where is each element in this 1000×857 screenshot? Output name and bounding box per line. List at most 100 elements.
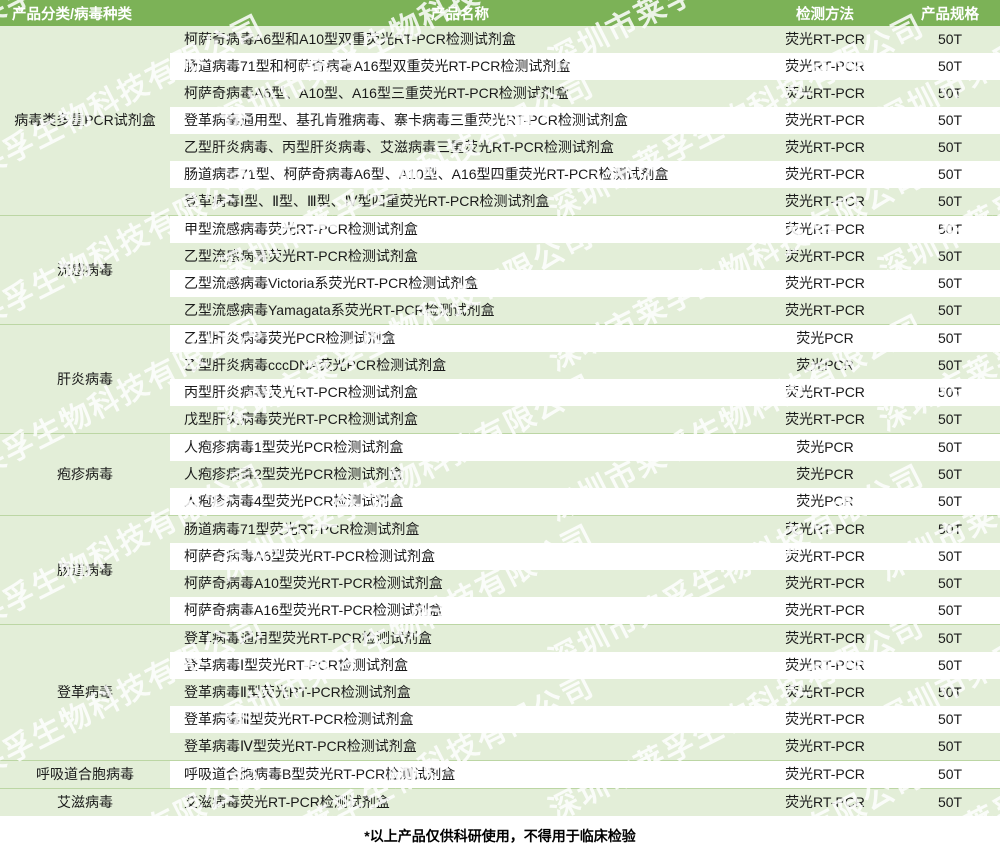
table-row: 乙型流感病毒Yamagata系荧光RT-PCR检测试剂盒 荧光RT-PCR 50T <box>0 297 1000 325</box>
table-row: 乙型肝炎病毒cccDNA荧光PCR检测试剂盒 荧光PCR 50T <box>0 352 1000 379</box>
product-name-cell: 人疱疹病毒2型荧光PCR检测试剂盒 <box>170 461 750 488</box>
product-name-cell: 乙型肝炎病毒荧光PCR检测试剂盒 <box>170 324 750 352</box>
specification-cell: 50T <box>900 352 1000 379</box>
table-row: 登革病毒Ⅲ型荧光RT-PCR检测试剂盒 荧光RT-PCR 50T <box>0 706 1000 733</box>
table-row: 病毒类多重PCR试剂盒 柯萨奇病毒A6型和A10型双重荧光RT-PCR检测试剂盒荧… <box>0 26 1000 216</box>
product-name-cell: 柯萨奇病毒A10型荧光RT-PCR检测试剂盒 <box>170 570 750 597</box>
product-name-cell: 登革病毒Ⅰ型、Ⅱ型、Ⅲ型、Ⅳ型四重荧光RT-PCR检测试剂盒 <box>170 188 750 216</box>
table-row: 乙型流感病毒Victoria系荧光RT-PCR检测试剂盒 荧光RT-PCR 50T <box>0 270 1000 297</box>
detection-method-cell: 荧光RT-PCR <box>750 134 900 161</box>
specification-cell: 50T <box>900 760 1000 789</box>
specification-cell: 50T <box>900 406 1000 434</box>
table-row: 呼吸道合胞病毒 呼吸道合胞病毒B型荧光RT-PCR检测试剂盒 荧光RT-PCR 50T <box>0 760 1000 789</box>
specification-cell: 50T <box>900 80 1000 107</box>
detection-method-cell: 荧光RT-PCR <box>750 543 900 570</box>
specification-cell: 50T <box>900 624 1000 652</box>
specification-cell: 50T <box>900 161 1000 188</box>
category-cell: 肝炎病毒 <box>0 324 170 434</box>
specification-cell: 50T <box>900 515 1000 543</box>
category-cell: 流感病毒 <box>0 215 170 325</box>
detection-method-cell: 荧光RT-PCR <box>750 297 900 325</box>
product-name-cell: 柯萨奇病毒A6型、A10型、A16型三重荧光RT-PCR检测试剂盒 <box>170 80 750 107</box>
detection-method-cell: 荧光PCR <box>750 488 900 516</box>
specification-cell: 50T <box>900 379 1000 406</box>
specification-cell: 50T <box>900 297 1000 325</box>
product-name-cell: 柯萨奇病毒A16型荧光RT-PCR检测试剂盒 <box>170 597 750 625</box>
product-name-cell: 登革病毒Ⅲ型荧光RT-PCR检测试剂盒 <box>170 706 750 733</box>
specification-cell: 50T <box>900 788 1000 816</box>
table-row: 乙型肝炎病毒、丙型肝炎病毒、艾滋病毒三重荧光RT-PCR检测试剂盒 荧光RT-PC… <box>0 134 1000 161</box>
table-row: 柯萨奇病毒A6型荧光RT-PCR检测试剂盒 荧光RT-PCR 50T <box>0 543 1000 570</box>
product-catalog-table: 产品分类/病毒种类 产品名称 检测方法 产品规格 病毒类多重PCR试剂盒 柯萨奇病… <box>0 0 1000 816</box>
specification-cell: 50T <box>900 26 1000 53</box>
specification-cell: 50T <box>900 597 1000 625</box>
footer-disclaimer: *以上产品仅供科研使用，不得用于临床检验 <box>364 828 636 844</box>
product-name-cell: 柯萨奇病毒A6型和A10型双重荧光RT-PCR检测试剂盒 <box>170 26 750 53</box>
category-cell: 登革病毒 <box>0 624 170 761</box>
table-row: 戊型肝炎病毒荧光RT-PCR检测试剂盒 荧光RT-PCR 50T <box>0 406 1000 434</box>
product-name-cell: 柯萨奇病毒A6型荧光RT-PCR检测试剂盒 <box>170 543 750 570</box>
specification-cell: 50T <box>900 652 1000 679</box>
product-name-cell: 乙型肝炎病毒、丙型肝炎病毒、艾滋病毒三重荧光RT-PCR检测试剂盒 <box>170 134 750 161</box>
table-row: 肠道病毒71型、柯萨奇病毒A6型、A10型、A16型四重荧光RT-PCR检测试剂… <box>0 161 1000 188</box>
specification-cell: 50T <box>900 270 1000 297</box>
table-row: 人疱疹病毒2型荧光PCR检测试剂盒 荧光PCR 50T <box>0 461 1000 488</box>
specification-cell: 50T <box>900 107 1000 134</box>
table-row: 登革病毒通用型、基孔肯雅病毒、寨卡病毒三重荧光RT-PCR检测试剂盒 荧光RT-P… <box>0 107 1000 134</box>
product-name-cell: 人疱疹病毒4型荧光PCR检测试剂盒 <box>170 488 750 516</box>
product-name-cell: 丙型肝炎病毒荧光RT-PCR检测试剂盒 <box>170 379 750 406</box>
product-name-cell: 乙型流感病毒Victoria系荧光RT-PCR检测试剂盒 <box>170 270 750 297</box>
detection-method-cell: 荧光PCR <box>750 433 900 461</box>
product-name-cell: 肠道病毒71型和柯萨奇病毒A16型双重荧光RT-PCR检测试剂盒 <box>170 53 750 80</box>
detection-method-cell: 荧光RT-PCR <box>750 515 900 543</box>
specification-cell: 50T <box>900 488 1000 516</box>
detection-method-cell: 荧光RT-PCR <box>750 570 900 597</box>
table-body: 病毒类多重PCR试剂盒 柯萨奇病毒A6型和A10型双重荧光RT-PCR检测试剂盒荧… <box>0 26 1000 816</box>
detection-method-cell: 荧光RT-PCR <box>750 406 900 434</box>
category-cell: 肠道病毒 <box>0 515 170 625</box>
table-row: 登革病毒Ⅳ型荧光RT-PCR检测试剂盒 荧光RT-PCR 50T <box>0 733 1000 761</box>
detection-method-cell: 荧光RT-PCR <box>750 243 900 270</box>
table-row: 疱疹病毒 人疱疹病毒1型荧光PCR检测试剂盒 荧光PCR 50T <box>0 433 1000 516</box>
product-name-cell: 呼吸道合胞病毒B型荧光RT-PCR检测试剂盒 <box>170 760 750 789</box>
table-row: 丙型肝炎病毒荧光RT-PCR检测试剂盒 荧光RT-PCR 50T <box>0 379 1000 406</box>
product-name-cell: 人疱疹病毒1型荧光PCR检测试剂盒 <box>170 433 750 461</box>
detection-method-cell: 荧光RT-PCR <box>750 760 900 789</box>
table-row: 流感病毒 甲型流感病毒荧光RT-PCR检测试剂盒 荧光RT-PCR 50T <box>0 215 1000 325</box>
product-name-cell: 甲型流感病毒荧光RT-PCR检测试剂盒 <box>170 215 750 243</box>
table-row: 艾滋病毒 艾滋病毒荧光RT-PCR检测试剂盒 荧光RT-PCR 50T <box>0 788 1000 816</box>
category-cell: 呼吸道合胞病毒 <box>0 760 170 789</box>
specification-cell: 50T <box>900 570 1000 597</box>
specification-cell: 50T <box>900 53 1000 80</box>
specification-cell: 50T <box>900 134 1000 161</box>
category-cell: 疱疹病毒 <box>0 433 170 516</box>
specification-cell: 50T <box>900 733 1000 761</box>
product-name-cell: 登革病毒Ⅱ型荧光RT-PCR检测试剂盒 <box>170 679 750 706</box>
product-name-cell: 肠道病毒71型荧光RT-PCR检测试剂盒 <box>170 515 750 543</box>
table-row: 柯萨奇病毒A16型荧光RT-PCR检测试剂盒 荧光RT-PCR 50T <box>0 597 1000 625</box>
column-header-specification: 产品规格 <box>900 0 1000 26</box>
detection-method-cell: 荧光RT-PCR <box>750 379 900 406</box>
specification-cell: 50T <box>900 679 1000 706</box>
detection-method-cell: 荧光RT-PCR <box>750 788 900 816</box>
specification-cell: 50T <box>900 215 1000 243</box>
detection-method-cell: 荧光RT-PCR <box>750 624 900 652</box>
table-header-row: 产品分类/病毒种类 产品名称 检测方法 产品规格 <box>0 0 1000 26</box>
detection-method-cell: 荧光RT-PCR <box>750 733 900 761</box>
detection-method-cell: 荧光RT-PCR <box>750 53 900 80</box>
detection-method-cell: 荧光RT-PCR <box>750 161 900 188</box>
product-name-cell: 登革病毒通用型荧光RT-PCR检测试剂盒 <box>170 624 750 652</box>
detection-method-cell: 荧光PCR <box>750 324 900 352</box>
column-header-detection-method: 检测方法 <box>750 0 900 26</box>
detection-method-cell: 荧光RT-PCR <box>750 597 900 625</box>
table-row: 登革病毒Ⅰ型荧光RT-PCR检测试剂盒 荧光RT-PCR 50T <box>0 652 1000 679</box>
detection-method-cell: 荧光RT-PCR <box>750 706 900 733</box>
product-name-cell: 乙型流感病毒Yamagata系荧光RT-PCR检测试剂盒 <box>170 297 750 325</box>
detection-method-cell: 荧光RT-PCR <box>750 107 900 134</box>
specification-cell: 50T <box>900 188 1000 216</box>
category-cell: 病毒类多重PCR试剂盒 <box>0 26 170 216</box>
table-row: 柯萨奇病毒A6型、A10型、A16型三重荧光RT-PCR检测试剂盒 荧光RT-PC… <box>0 80 1000 107</box>
table-header: 产品分类/病毒种类 产品名称 检测方法 产品规格 <box>0 0 1000 26</box>
detection-method-cell: 荧光RT-PCR <box>750 652 900 679</box>
